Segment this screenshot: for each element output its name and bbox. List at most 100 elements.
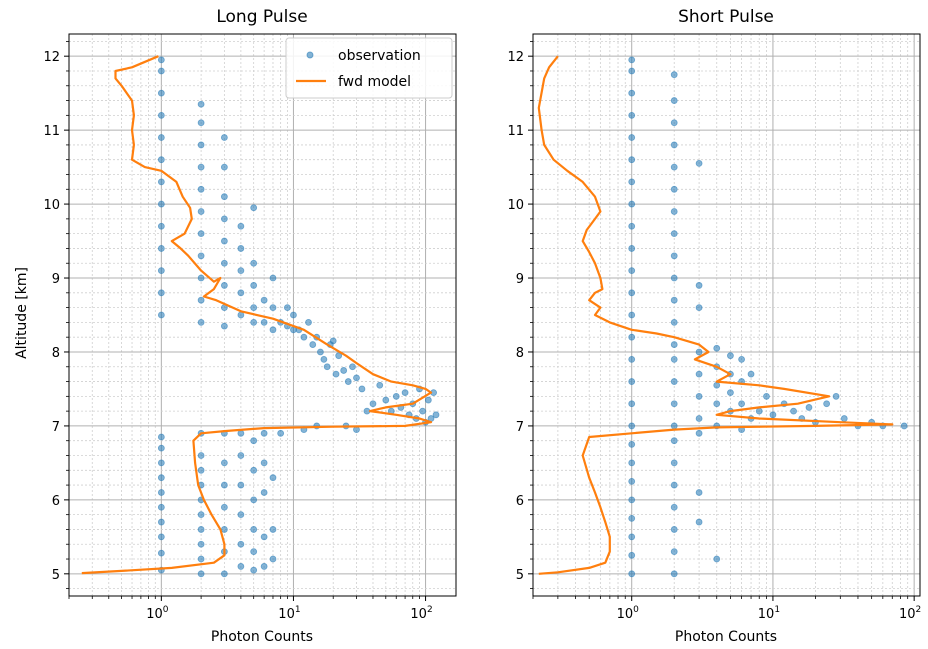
observation-point <box>628 333 636 341</box>
observation-point <box>250 259 258 267</box>
observation-point <box>392 392 400 400</box>
observation-point <box>197 555 205 563</box>
legend-label-fwd-model: fwd model <box>338 74 411 90</box>
observation-point <box>250 304 258 312</box>
fwd-model-line <box>81 55 433 575</box>
observation-point <box>695 489 703 496</box>
legend-label-observation: observation <box>338 48 421 64</box>
observation-point <box>670 481 678 489</box>
series-layer <box>537 55 908 578</box>
observation-point <box>670 252 678 260</box>
observation-point <box>628 441 636 448</box>
observation-point <box>738 355 746 363</box>
observation-point <box>805 404 813 411</box>
observation-point <box>670 355 678 363</box>
x-tick-label: 100 <box>146 605 169 622</box>
observation-point <box>670 459 678 467</box>
observation-point <box>157 200 165 208</box>
observation-point <box>157 549 165 557</box>
legend-marker-observation <box>306 51 314 59</box>
observation-point <box>250 548 258 556</box>
observation-point <box>197 208 205 215</box>
observation-point <box>628 156 636 164</box>
observation-point <box>197 141 205 149</box>
x-tick-label: 101 <box>278 605 300 622</box>
observation-point <box>424 396 432 404</box>
observation-point <box>628 89 636 97</box>
observation-point <box>220 526 228 533</box>
observation-point <box>628 400 636 408</box>
observation-point <box>269 304 277 312</box>
observation-point <box>250 437 258 445</box>
observation-point <box>157 56 165 64</box>
observation-point <box>335 352 343 360</box>
observation-point <box>628 459 636 467</box>
observation-point <box>197 100 205 108</box>
observation-point <box>695 370 703 378</box>
observation-point <box>376 381 384 389</box>
x-tick-label: 102 <box>410 605 432 622</box>
observation-point <box>260 459 268 467</box>
chart-title: Long Pulse <box>216 7 307 27</box>
observation-point <box>670 97 678 104</box>
observation-point <box>157 134 165 141</box>
observation-point <box>237 540 245 548</box>
y-tick-label: 6 <box>52 494 60 509</box>
observation-point <box>250 318 258 326</box>
observation-point <box>695 518 703 526</box>
observation-point <box>670 437 678 445</box>
observation-point <box>628 200 636 208</box>
grid-lines <box>530 34 920 599</box>
observation-point <box>628 570 636 578</box>
observation-point <box>695 304 703 312</box>
observation-point <box>628 245 636 252</box>
observation-point <box>260 489 268 496</box>
observation-point <box>237 481 245 489</box>
observation-point <box>197 274 205 282</box>
observation-point <box>695 160 703 167</box>
observation-point <box>309 341 317 348</box>
observation-point <box>220 237 228 245</box>
x-tick-exponent: 0 <box>163 605 169 615</box>
chart-title: Short Pulse <box>678 7 774 27</box>
observation-point <box>713 344 721 352</box>
observation-point <box>157 311 165 319</box>
observation-point <box>763 392 770 400</box>
y-tick-label: 8 <box>516 346 524 361</box>
observation-point <box>237 245 245 252</box>
x-axis-label: Photon Counts <box>675 629 777 645</box>
observation-point <box>197 296 205 304</box>
observation-point <box>157 489 165 496</box>
observation-point <box>260 563 268 570</box>
observation-point <box>197 318 205 326</box>
observation-point <box>220 503 228 511</box>
observation-point <box>197 252 205 260</box>
observation-point <box>220 134 228 141</box>
y-tick-label: 7 <box>52 420 60 435</box>
observation-point <box>329 337 337 345</box>
series-layer <box>81 55 440 578</box>
x-tick-exponent: 2 <box>427 605 433 615</box>
observation-point <box>250 466 258 474</box>
observation-point <box>237 452 245 459</box>
observation-point <box>713 381 721 389</box>
observation-point <box>157 433 165 441</box>
observation-point <box>250 282 258 289</box>
observation-point <box>157 474 165 482</box>
legend-box <box>285 37 453 99</box>
observation-point <box>269 526 277 533</box>
observation-point <box>269 474 277 482</box>
observation-point <box>382 396 390 404</box>
y-tick-label: 12 <box>43 50 60 65</box>
observation-point <box>260 429 268 437</box>
short-pulse-panel: Short Pulse Photon Counts 100 101 102 5678… <box>507 7 921 645</box>
observation-point <box>628 378 636 385</box>
x-tick-label: 100 <box>617 605 640 622</box>
observation-point <box>300 333 308 341</box>
observation-point <box>628 267 636 275</box>
observation-point <box>670 318 678 326</box>
y-tick-label: 6 <box>516 494 524 509</box>
observation-point <box>260 318 268 326</box>
observation-point <box>157 222 165 230</box>
observation-point <box>628 222 636 230</box>
